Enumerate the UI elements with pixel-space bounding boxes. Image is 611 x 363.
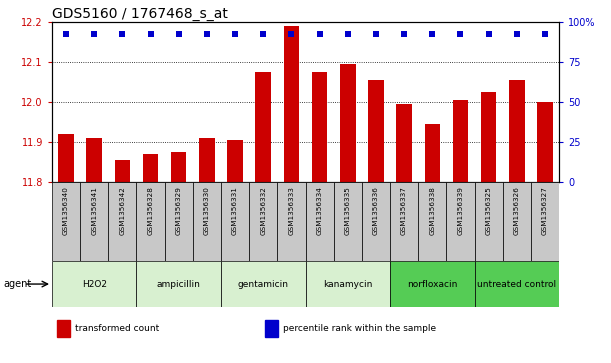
- Point: [145, 31, 155, 37]
- Point: [456, 31, 466, 37]
- Point: [512, 31, 522, 37]
- Text: GSM1356342: GSM1356342: [119, 186, 125, 235]
- Point: [230, 31, 240, 37]
- Bar: [58, 134, 74, 182]
- Bar: [312, 72, 327, 182]
- Point: [315, 31, 324, 37]
- Text: GSM1356334: GSM1356334: [316, 186, 323, 235]
- Text: GSM1356340: GSM1356340: [63, 186, 69, 235]
- Text: GSM1356329: GSM1356329: [176, 186, 181, 235]
- Bar: [57, 320, 70, 337]
- Point: [428, 31, 437, 37]
- Text: GSM1356339: GSM1356339: [458, 186, 464, 235]
- Bar: [306, 182, 334, 261]
- Point: [484, 31, 494, 37]
- Bar: [340, 64, 356, 182]
- Text: percentile rank within the sample: percentile rank within the sample: [283, 325, 436, 334]
- Bar: [531, 182, 559, 261]
- Bar: [425, 123, 440, 182]
- Bar: [108, 182, 136, 261]
- Point: [399, 31, 409, 37]
- Bar: [397, 104, 412, 182]
- Text: kanamycin: kanamycin: [323, 280, 373, 289]
- Text: norfloxacin: norfloxacin: [407, 280, 458, 289]
- Text: GSM1356331: GSM1356331: [232, 186, 238, 235]
- Bar: [221, 182, 249, 261]
- Bar: [265, 320, 277, 337]
- Point: [174, 31, 184, 37]
- Bar: [52, 182, 80, 261]
- Bar: [227, 140, 243, 182]
- Bar: [143, 154, 158, 182]
- Bar: [221, 261, 306, 307]
- Text: H2O2: H2O2: [82, 280, 107, 289]
- Text: GSM1356341: GSM1356341: [91, 186, 97, 235]
- Bar: [368, 80, 384, 182]
- Bar: [509, 80, 525, 182]
- Bar: [199, 138, 214, 182]
- Text: GSM1356338: GSM1356338: [430, 186, 435, 235]
- Bar: [164, 182, 193, 261]
- Point: [117, 31, 127, 37]
- Text: GSM1356332: GSM1356332: [260, 186, 266, 235]
- Bar: [475, 182, 503, 261]
- Text: GSM1356326: GSM1356326: [514, 186, 520, 235]
- Bar: [453, 99, 468, 182]
- Text: gentamicin: gentamicin: [238, 280, 289, 289]
- Text: transformed count: transformed count: [75, 325, 159, 334]
- Bar: [418, 182, 447, 261]
- Point: [287, 31, 296, 37]
- Bar: [447, 182, 475, 261]
- Bar: [390, 182, 418, 261]
- Point: [61, 31, 71, 37]
- Bar: [115, 160, 130, 182]
- Bar: [52, 261, 136, 307]
- Point: [258, 31, 268, 37]
- Bar: [136, 182, 164, 261]
- Text: GSM1356325: GSM1356325: [486, 186, 492, 235]
- Bar: [284, 26, 299, 182]
- Text: untreated control: untreated control: [477, 280, 557, 289]
- Bar: [277, 182, 306, 261]
- Bar: [86, 138, 102, 182]
- Bar: [80, 182, 108, 261]
- Bar: [306, 261, 390, 307]
- Bar: [171, 152, 186, 182]
- Point: [89, 31, 99, 37]
- Point: [540, 31, 550, 37]
- Text: GSM1356337: GSM1356337: [401, 186, 407, 235]
- Bar: [255, 72, 271, 182]
- Bar: [249, 182, 277, 261]
- Text: GSM1356336: GSM1356336: [373, 186, 379, 235]
- Text: GSM1356330: GSM1356330: [204, 186, 210, 235]
- Bar: [475, 261, 559, 307]
- Point: [202, 31, 212, 37]
- Text: GSM1356328: GSM1356328: [147, 186, 153, 235]
- Text: GSM1356335: GSM1356335: [345, 186, 351, 235]
- Text: GSM1356333: GSM1356333: [288, 186, 295, 235]
- Bar: [193, 182, 221, 261]
- Text: GSM1356327: GSM1356327: [542, 186, 548, 235]
- Text: agent: agent: [3, 279, 31, 289]
- Bar: [362, 182, 390, 261]
- Bar: [334, 182, 362, 261]
- Bar: [503, 182, 531, 261]
- Bar: [481, 91, 496, 182]
- Bar: [537, 102, 553, 182]
- Text: ampicillin: ampicillin: [157, 280, 200, 289]
- Text: GDS5160 / 1767468_s_at: GDS5160 / 1767468_s_at: [52, 7, 228, 21]
- Bar: [136, 261, 221, 307]
- Point: [343, 31, 353, 37]
- Point: [371, 31, 381, 37]
- Bar: [390, 261, 475, 307]
